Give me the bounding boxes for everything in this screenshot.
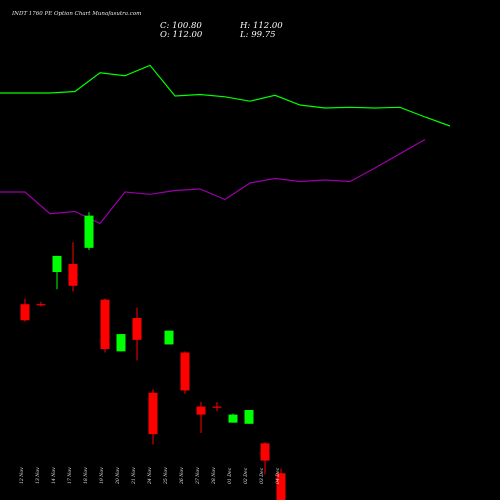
candle-body — [52, 255, 62, 272]
date-tick-label: 14 Nov — [51, 467, 57, 484]
date-tick-label: 26 Nov — [179, 467, 185, 485]
candle-body — [180, 352, 190, 391]
candle-body — [260, 443, 270, 461]
candle-body — [20, 304, 30, 321]
date-tick-label: 20 Nov — [115, 467, 121, 485]
candle-body — [84, 215, 94, 248]
date-tick-label: 27 Nov — [195, 467, 201, 485]
candle-body — [132, 318, 142, 340]
date-tick-label: 13 Nov — [35, 467, 41, 484]
candle-body — [228, 414, 238, 423]
high-readout: H: 112.00 — [239, 21, 283, 31]
date-axis: 12 Nov 13 Nov 14 Nov 17 Nov 18 Nov 19 Nov 20 N… — [19, 467, 281, 485]
upper-band-line — [0, 64, 451, 127]
date-tick-label: 21 Nov — [131, 467, 137, 485]
open-readout: O: 112.00 — [160, 30, 203, 40]
candle-body — [36, 304, 46, 306]
lower-band-line — [0, 138, 426, 225]
candle-body — [100, 299, 110, 350]
date-tick-label: 24 Nov — [147, 467, 153, 485]
date-tick-label: 25 Nov — [163, 467, 169, 485]
date-tick-label: 01 Dec — [227, 467, 233, 484]
candle-body — [212, 406, 222, 408]
candle-body — [164, 330, 174, 345]
chart-title: INDT 1760 PE Option Chart Munafasutra.co… — [11, 11, 141, 17]
date-tick-label: 18 Nov — [83, 467, 89, 484]
date-tick-label: 04 Dec — [275, 467, 281, 484]
close-readout: C: 100.80 — [160, 21, 202, 31]
low-readout: L: 99.75 — [239, 30, 276, 40]
date-tick-label: 19 Nov — [99, 467, 105, 484]
candle-body — [196, 406, 206, 415]
candle-body — [116, 334, 126, 352]
candle-body — [244, 410, 254, 424]
date-tick-label: 12 Nov — [19, 467, 25, 484]
date-tick-label: 03 Dec — [259, 467, 265, 484]
date-tick-label: 28 Nov — [211, 467, 217, 485]
date-tick-label: 02 Dec — [243, 467, 249, 484]
candle-body — [148, 392, 158, 435]
date-tick-label: 17 Nov — [67, 467, 73, 484]
candle-body — [276, 473, 286, 500]
candle-body — [68, 263, 78, 286]
candles-group — [20, 212, 286, 500]
